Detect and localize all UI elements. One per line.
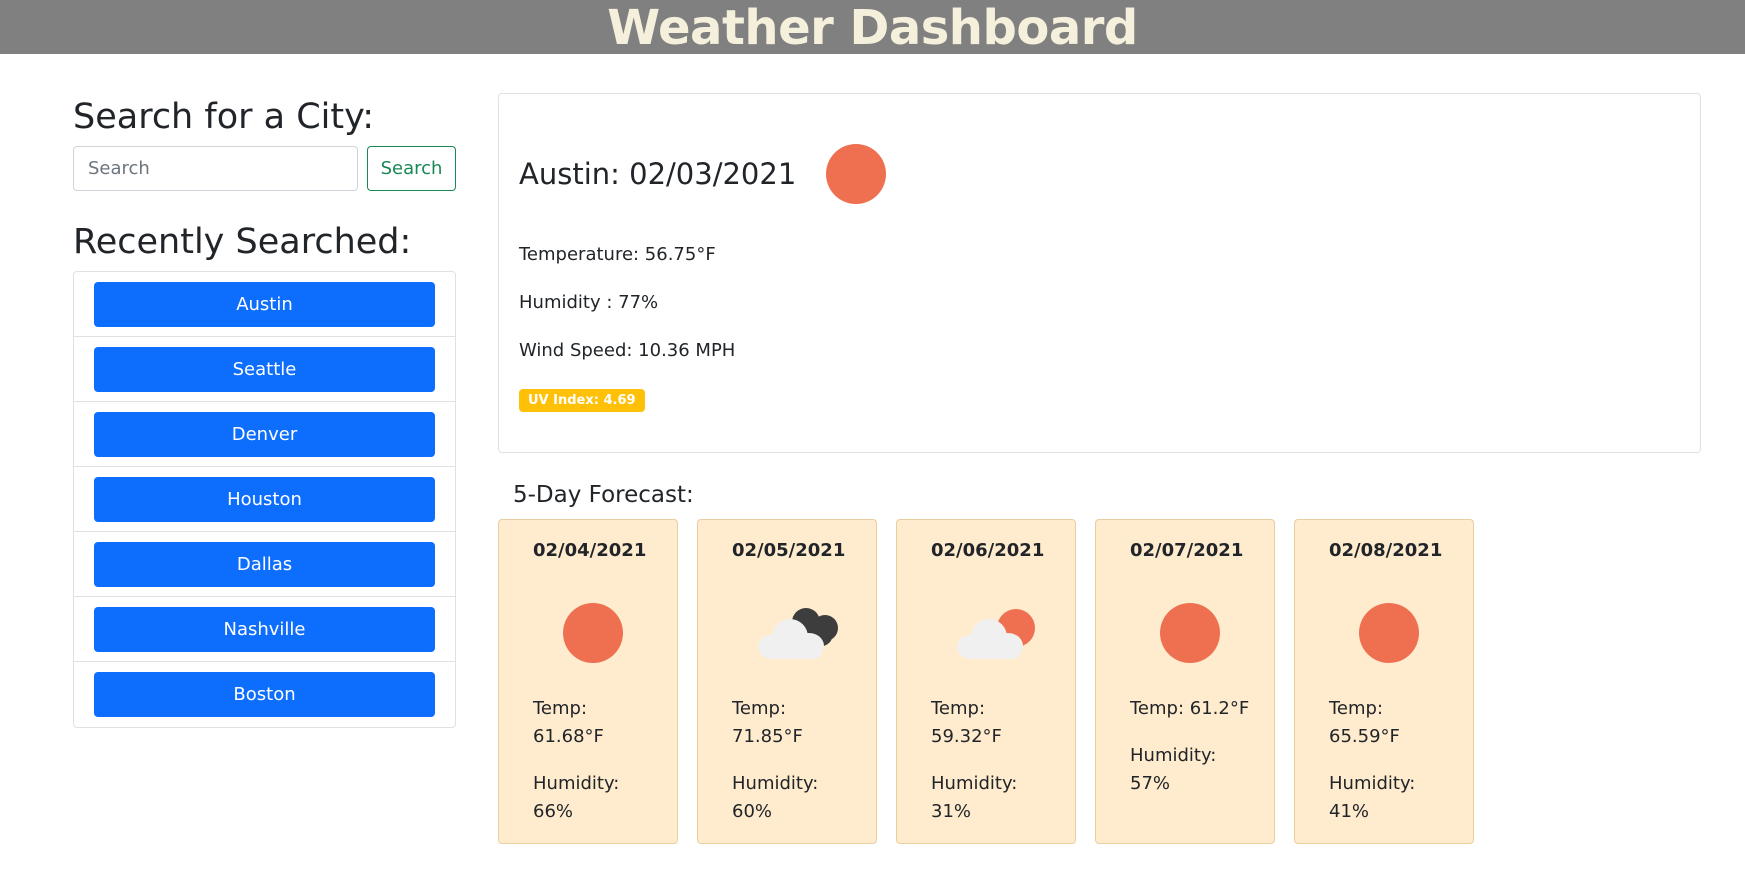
list-item: Denver	[74, 402, 455, 467]
forecast-temp-label: Temp:	[533, 698, 588, 719]
forecast-details: Temp: 65.59°F Humidity: 41%	[1329, 695, 1459, 845]
forecast-temp: 59.32°F	[931, 726, 1002, 747]
search-row: Search	[73, 146, 456, 191]
forecast-date: 02/04/2021	[533, 540, 647, 561]
forecast-row: 02/04/2021 Temp: 61.68°F Humidity: 66% 02/…	[498, 519, 1493, 844]
forecast-icon	[559, 603, 629, 663]
forecast-humidity-label: Humidity:	[931, 773, 1018, 794]
city-button-dallas[interactable]: Dallas	[94, 541, 435, 587]
forecast-details: Temp: 71.85°F Humidity: 60%	[732, 695, 862, 845]
partly-cloudy-icon	[957, 603, 1047, 663]
city-button-denver[interactable]: Denver	[94, 411, 435, 457]
forecast-humidity-label: Humidity:	[732, 773, 819, 794]
forecast-humidity: 41%	[1329, 801, 1370, 822]
current-city-date: Austin: 02/03/2021	[519, 157, 797, 191]
current-humidity: Humidity : 77%	[519, 292, 659, 313]
forecast-details: Temp: 61.2°F Humidity: 57%	[1130, 695, 1260, 817]
list-item: Houston	[74, 467, 455, 532]
list-item: Dallas	[74, 532, 455, 597]
list-item: Austin	[74, 272, 455, 337]
forecast-icon	[1355, 603, 1425, 663]
forecast-title: 5-Day Forecast:	[513, 482, 694, 508]
list-item: Boston	[74, 662, 455, 727]
sun-icon	[1359, 603, 1419, 663]
forecast-temp: 61.2°F	[1189, 698, 1250, 719]
forecast-temp: 71.85°F	[732, 726, 803, 747]
forecast-date: 02/07/2021	[1130, 540, 1244, 561]
forecast-humidity-label: Humidity:	[533, 773, 620, 794]
forecast-card: 02/06/2021 Temp: 59.32°F Humidity: 31%	[896, 519, 1076, 844]
forecast-date: 02/06/2021	[931, 540, 1045, 561]
sun-icon	[826, 144, 887, 204]
forecast-details: Temp: 61.68°F Humidity: 66%	[533, 695, 663, 845]
list-item: Nashville	[74, 597, 455, 662]
city-button-seattle[interactable]: Seattle	[94, 346, 435, 392]
forecast-details: Temp: 59.32°F Humidity: 31%	[931, 695, 1061, 845]
forecast-icon	[758, 603, 838, 663]
sun-icon	[563, 603, 623, 663]
forecast-card: 02/08/2021 Temp: 65.59°F Humidity: 41%	[1294, 519, 1474, 844]
forecast-temp-label: Temp:	[931, 698, 986, 719]
forecast-humidity: 66%	[533, 801, 574, 822]
forecast-temp-label: Temp:	[1130, 698, 1185, 719]
current-title-row: Austin: 02/03/2021	[519, 144, 887, 204]
dark-cloud-icon	[758, 603, 848, 663]
search-panel: Search for a City: Search Recently Searc…	[73, 96, 456, 728]
city-button-houston[interactable]: Houston	[94, 476, 435, 522]
forecast-card: 02/05/2021 Temp: 71.85°F Humidity: 60%	[697, 519, 877, 844]
page-title: Weather Dashboard	[607, 0, 1138, 56]
list-item: Seattle	[74, 337, 455, 402]
recently-searched-title: Recently Searched:	[73, 222, 412, 262]
forecast-card: 02/07/2021 Temp: 61.2°F Humidity: 57%	[1095, 519, 1275, 844]
city-button-austin[interactable]: Austin	[94, 281, 435, 327]
uv-index-badge: UV Index: 4.69	[519, 389, 645, 412]
search-input[interactable]	[73, 146, 358, 191]
forecast-icon	[957, 603, 1035, 663]
search-button[interactable]: Search	[367, 146, 456, 191]
forecast-temp-label: Temp:	[1329, 698, 1384, 719]
forecast-humidity: 60%	[732, 801, 773, 822]
forecast-temp-label: Temp:	[732, 698, 787, 719]
current-temperature: Temperature: 56.75°F	[519, 244, 716, 265]
forecast-date: 02/05/2021	[732, 540, 846, 561]
search-title: Search for a City:	[73, 97, 375, 137]
page-header: Weather Dashboard	[0, 0, 1745, 56]
forecast-humidity-label: Humidity:	[1130, 745, 1217, 766]
forecast-icon	[1156, 603, 1226, 663]
forecast-humidity: 31%	[931, 801, 972, 822]
forecast-temp: 65.59°F	[1329, 726, 1400, 747]
sun-icon	[1160, 603, 1220, 663]
forecast-humidity: 57%	[1130, 773, 1171, 794]
recent-city-list: Austin Seattle Denver Houston Dallas Nas…	[73, 271, 456, 728]
current-weather-card: Austin: 02/03/2021 Temperature: 56.75°F …	[498, 93, 1701, 453]
forecast-date: 02/08/2021	[1329, 540, 1443, 561]
forecast-card: 02/04/2021 Temp: 61.68°F Humidity: 66%	[498, 519, 678, 844]
forecast-temp: 61.68°F	[533, 726, 604, 747]
current-wind-speed: Wind Speed: 10.36 MPH	[519, 340, 736, 361]
city-button-boston[interactable]: Boston	[94, 672, 435, 717]
city-button-nashville[interactable]: Nashville	[94, 606, 435, 652]
forecast-humidity-label: Humidity:	[1329, 773, 1416, 794]
